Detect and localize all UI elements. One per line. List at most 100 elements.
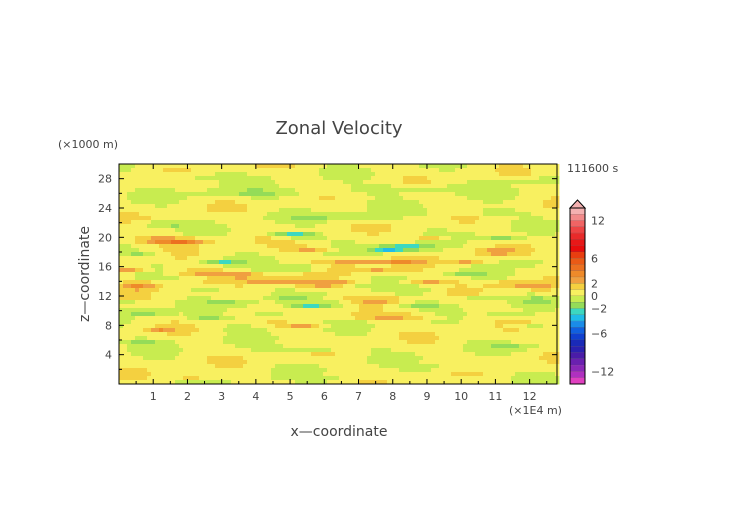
heatmap-cell	[495, 312, 500, 317]
heatmap-cell	[155, 256, 160, 261]
heatmap-cell	[203, 188, 208, 193]
heatmap-cell	[503, 220, 508, 225]
heatmap-cell	[287, 204, 292, 209]
heatmap-cell	[291, 324, 296, 329]
heatmap-cell	[291, 220, 296, 225]
heatmap-cell	[507, 292, 512, 297]
heatmap-cell	[355, 312, 360, 317]
heatmap-cell	[459, 228, 464, 233]
heatmap-cell	[463, 256, 468, 261]
heatmap-cell	[215, 340, 220, 345]
heatmap-cell	[439, 260, 444, 265]
heatmap-cell	[439, 312, 444, 317]
heatmap-cell	[127, 280, 132, 285]
heatmap-cell	[423, 276, 428, 281]
heatmap-cell	[403, 200, 408, 205]
heatmap-cell	[299, 256, 304, 261]
heatmap-cell	[279, 328, 284, 333]
heatmap-cell	[243, 216, 248, 221]
heatmap-cell	[191, 312, 196, 317]
heatmap-cell	[431, 296, 436, 301]
heatmap-cell	[403, 264, 408, 269]
heatmap-cell	[247, 292, 252, 297]
heatmap-cell	[455, 232, 460, 237]
heatmap-cell	[171, 336, 176, 341]
heatmap-cell	[411, 296, 416, 301]
heatmap-cell	[467, 232, 472, 237]
heatmap-cell	[119, 164, 124, 169]
heatmap-cell	[171, 272, 176, 277]
heatmap-cell	[503, 296, 508, 301]
heatmap-cell	[299, 212, 304, 217]
heatmap-cell	[431, 292, 436, 297]
heatmap-cell	[515, 284, 520, 289]
heatmap-cell	[263, 304, 268, 309]
heatmap-cell	[443, 176, 448, 181]
heatmap-cell	[519, 332, 524, 337]
heatmap-cell	[331, 316, 336, 321]
heatmap-cell	[119, 240, 124, 245]
heatmap-cell	[299, 312, 304, 317]
heatmap-cell	[455, 172, 460, 177]
heatmap-cell	[283, 264, 288, 269]
heatmap-cell	[403, 284, 408, 289]
heatmap-cell	[523, 208, 528, 213]
heatmap-cell	[435, 264, 440, 269]
heatmap-cell	[363, 268, 368, 273]
heatmap-cell	[383, 200, 388, 205]
heatmap-cell	[403, 256, 408, 261]
heatmap-cell	[551, 312, 556, 317]
heatmap-cell	[507, 216, 512, 221]
heatmap-cell	[459, 196, 464, 201]
heatmap-cell	[243, 268, 248, 273]
heatmap-cell	[191, 228, 196, 233]
heatmap-cell	[439, 252, 444, 257]
heatmap-cell	[119, 172, 124, 177]
heatmap-cell	[523, 296, 528, 301]
heatmap-cell	[199, 340, 204, 345]
heatmap-cell	[495, 204, 500, 209]
heatmap-cell	[347, 224, 352, 229]
heatmap-cell	[239, 260, 244, 265]
heatmap-cell	[391, 320, 396, 325]
heatmap-cell	[463, 188, 468, 193]
heatmap-cell	[347, 328, 352, 333]
heatmap-cell	[251, 248, 256, 253]
heatmap-cell	[307, 284, 312, 289]
heatmap-cell	[267, 300, 272, 305]
heatmap-cell	[211, 328, 216, 333]
heatmap-cell	[351, 228, 356, 233]
heatmap-cell	[235, 184, 240, 189]
heatmap-cell	[423, 200, 428, 205]
heatmap-cell	[359, 280, 364, 285]
heatmap-cell	[299, 272, 304, 277]
heatmap-cell	[139, 248, 144, 253]
heatmap-cell	[123, 276, 128, 281]
heatmap-cell	[143, 340, 148, 345]
heatmap-cell	[407, 324, 412, 329]
heatmap-cell	[543, 172, 548, 177]
heatmap-cell	[535, 268, 540, 273]
heatmap-cell	[363, 228, 368, 233]
heatmap-cell	[499, 268, 504, 273]
heatmap-cell	[139, 224, 144, 229]
heatmap-cell	[251, 232, 256, 237]
heatmap-cell	[311, 260, 316, 265]
heatmap-cell	[503, 224, 508, 229]
heatmap-cell	[239, 168, 244, 173]
heatmap-cell	[431, 164, 436, 169]
heatmap-cell	[487, 308, 492, 313]
heatmap-cell	[163, 232, 168, 237]
heatmap-cell	[143, 204, 148, 209]
heatmap-cell	[471, 236, 476, 241]
heatmap-cell	[319, 320, 324, 325]
heatmap-cell	[519, 312, 524, 317]
heatmap-cell	[499, 192, 504, 197]
heatmap-cell	[271, 224, 276, 229]
heatmap-cell	[227, 252, 232, 257]
heatmap-cell	[367, 240, 372, 245]
heatmap-cell	[327, 268, 332, 273]
heatmap-cell	[211, 340, 216, 345]
heatmap-cell	[319, 304, 324, 309]
heatmap-cell	[355, 168, 360, 173]
